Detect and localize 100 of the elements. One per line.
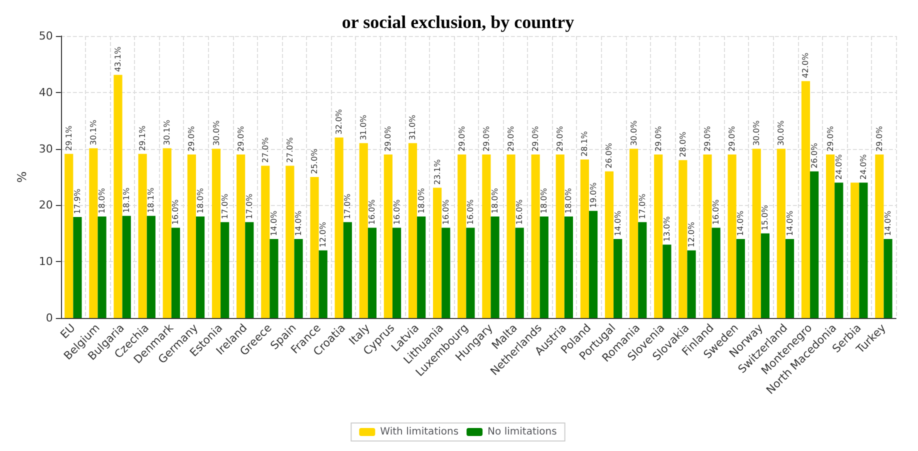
- bar: [146, 216, 156, 318]
- legend-label: With limitations: [380, 426, 459, 438]
- y-axis-title: %: [15, 171, 29, 183]
- bar: [654, 154, 663, 318]
- data-label: 14.0%: [736, 210, 746, 236]
- bar: [752, 148, 761, 318]
- bar: [138, 154, 147, 318]
- data-label: 29.0%: [187, 126, 196, 152]
- data-label: 42.0%: [801, 52, 810, 78]
- bar: [212, 148, 221, 318]
- bar: [286, 166, 294, 318]
- bar: [368, 228, 377, 318]
- bar: [171, 228, 180, 318]
- bar: [850, 182, 860, 318]
- bar: [728, 154, 736, 318]
- data-label: 30.1%: [162, 119, 172, 146]
- data-label: 12.0%: [687, 222, 696, 248]
- data-label: 16.0%: [466, 198, 475, 225]
- bar: [334, 138, 344, 318]
- data-label: 29.0%: [826, 126, 835, 152]
- y-tick-label: 10: [38, 255, 53, 268]
- data-label: 18.0%: [490, 188, 500, 214]
- data-label: 43.1%: [114, 46, 123, 72]
- data-label: 23.1%: [432, 158, 442, 185]
- data-label: 26.0%: [810, 142, 819, 168]
- bar: [359, 143, 368, 318]
- data-label: 29.0%: [457, 126, 466, 152]
- bar: [392, 228, 402, 318]
- data-label: 29.1%: [64, 125, 74, 151]
- data-label: 24.0%: [858, 154, 868, 180]
- data-label: 14.0%: [884, 210, 893, 236]
- y-tick-label: 30: [38, 142, 53, 156]
- data-label: 14.0%: [294, 210, 304, 236]
- data-label: 29.0%: [482, 126, 491, 152]
- bar: [515, 228, 524, 318]
- bar: [875, 154, 884, 318]
- bar: [785, 239, 794, 318]
- data-label: 16.0%: [171, 198, 180, 225]
- bar: [810, 171, 819, 318]
- data-label: 16.0%: [515, 198, 524, 225]
- bar: [859, 182, 868, 318]
- bar: [343, 222, 352, 318]
- data-label: 12.0%: [318, 222, 328, 248]
- bar: [187, 154, 196, 318]
- data-label: 30.0%: [776, 120, 786, 146]
- bar: [638, 222, 647, 318]
- data-label: 16.0%: [392, 198, 402, 225]
- data-label: 18.0%: [564, 188, 574, 214]
- data-label: 26.0%: [604, 142, 614, 168]
- bar: [482, 154, 491, 318]
- y-tick-label: 50: [38, 30, 53, 42]
- data-label: 29.0%: [236, 126, 246, 152]
- bar: [162, 148, 172, 318]
- data-label: 29.0%: [654, 126, 663, 152]
- bar: [687, 250, 696, 318]
- data-label: 28.0%: [678, 131, 688, 158]
- data-label: 31.0%: [359, 114, 368, 140]
- bar: [408, 143, 418, 318]
- data-label: 32.0%: [334, 108, 344, 135]
- data-label: 18.1%: [146, 187, 156, 213]
- data-label: 18.1%: [122, 187, 132, 213]
- data-label: 18.0%: [416, 188, 426, 214]
- bar: [236, 154, 246, 318]
- bar: [442, 228, 450, 318]
- bar: [588, 210, 598, 318]
- chart-title: or social exclusion, by country: [342, 12, 574, 32]
- bar: [662, 244, 672, 318]
- bar: [270, 239, 278, 318]
- bar: [64, 154, 74, 318]
- bar: [776, 148, 786, 318]
- data-label: 14.0%: [613, 210, 622, 236]
- bar: [433, 188, 442, 318]
- data-label: 18.0%: [98, 188, 107, 214]
- data-label: 29.0%: [531, 126, 540, 152]
- data-label: 17.0%: [220, 193, 230, 220]
- bar: [614, 239, 622, 318]
- bar: [98, 216, 106, 318]
- bar: [245, 222, 254, 318]
- bar: [884, 239, 892, 318]
- data-label: 29.0%: [506, 126, 516, 152]
- bar: [834, 182, 844, 318]
- bar: [318, 250, 328, 318]
- bar: [531, 154, 540, 318]
- bar: [196, 216, 205, 318]
- bar: [261, 166, 270, 318]
- data-label: 27.0%: [285, 136, 294, 163]
- bar: [703, 154, 712, 318]
- data-label: 30.0%: [212, 120, 221, 146]
- bar: [466, 228, 475, 318]
- data-label: 29.1%: [138, 125, 148, 151]
- bar: [458, 154, 466, 318]
- data-label: 29.0%: [384, 126, 393, 152]
- bar: [826, 154, 835, 318]
- data-label: 30.0%: [629, 120, 638, 146]
- data-label: 29.0%: [728, 126, 737, 152]
- bar: [712, 228, 720, 318]
- data-label: 25.0%: [310, 148, 319, 174]
- bar: [540, 216, 548, 318]
- data-label: 18.0%: [540, 188, 549, 214]
- y-tick-label: 40: [38, 86, 53, 99]
